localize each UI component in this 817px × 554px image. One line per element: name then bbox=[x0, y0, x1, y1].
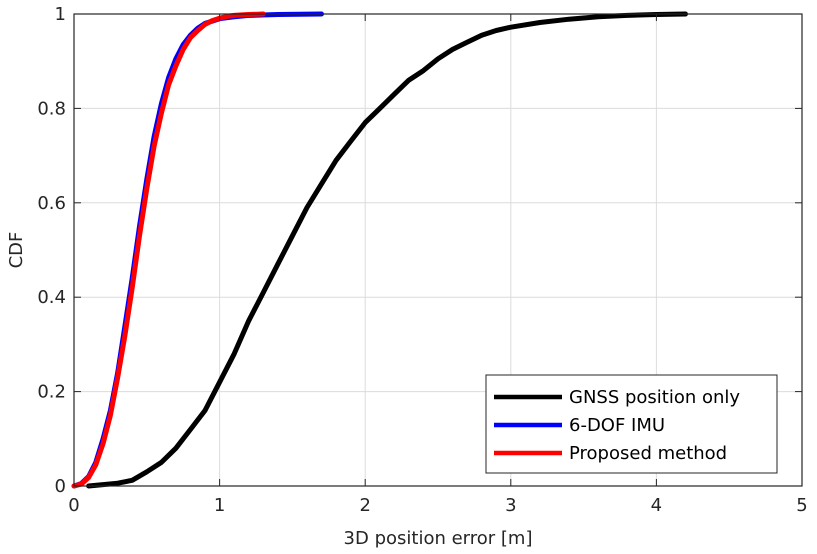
legend-label-proposed: Proposed method bbox=[569, 443, 727, 464]
y-tick-label: 0.6 bbox=[37, 193, 66, 214]
gnss-position-only-line bbox=[86, 11, 688, 489]
y-tick-label: 0.2 bbox=[37, 382, 66, 403]
plot-frame bbox=[73, 13, 803, 487]
y-axis-label: CDF bbox=[6, 232, 27, 269]
axis-ticks: 0 1 2 3 4 5 0 0.2 0.4 0.6 0.8 1 bbox=[37, 4, 807, 516]
legend-label-imu: 6-DOF IMU bbox=[569, 415, 665, 436]
y-tick-label: 1 bbox=[55, 4, 66, 25]
x-tick-label: 4 bbox=[651, 495, 662, 516]
y-tick-label: 0.4 bbox=[37, 287, 66, 308]
legend: GNSS position only 6-DOF IMU Proposed me… bbox=[485, 374, 778, 474]
x-tick-label: 0 bbox=[68, 495, 79, 516]
x-axis-label: 3D position error [m] bbox=[344, 528, 533, 549]
x-tick-label: 5 bbox=[796, 495, 807, 516]
grid-lines bbox=[73, 13, 803, 487]
y-tick-label: 0.8 bbox=[37, 98, 66, 119]
x-tick-label: 2 bbox=[359, 495, 370, 516]
legend-label-gnss: GNSS position only bbox=[569, 387, 740, 408]
y-tick-label: 0 bbox=[55, 476, 66, 497]
x-tick-label: 1 bbox=[214, 495, 225, 516]
x-tick-label: 3 bbox=[505, 495, 516, 516]
